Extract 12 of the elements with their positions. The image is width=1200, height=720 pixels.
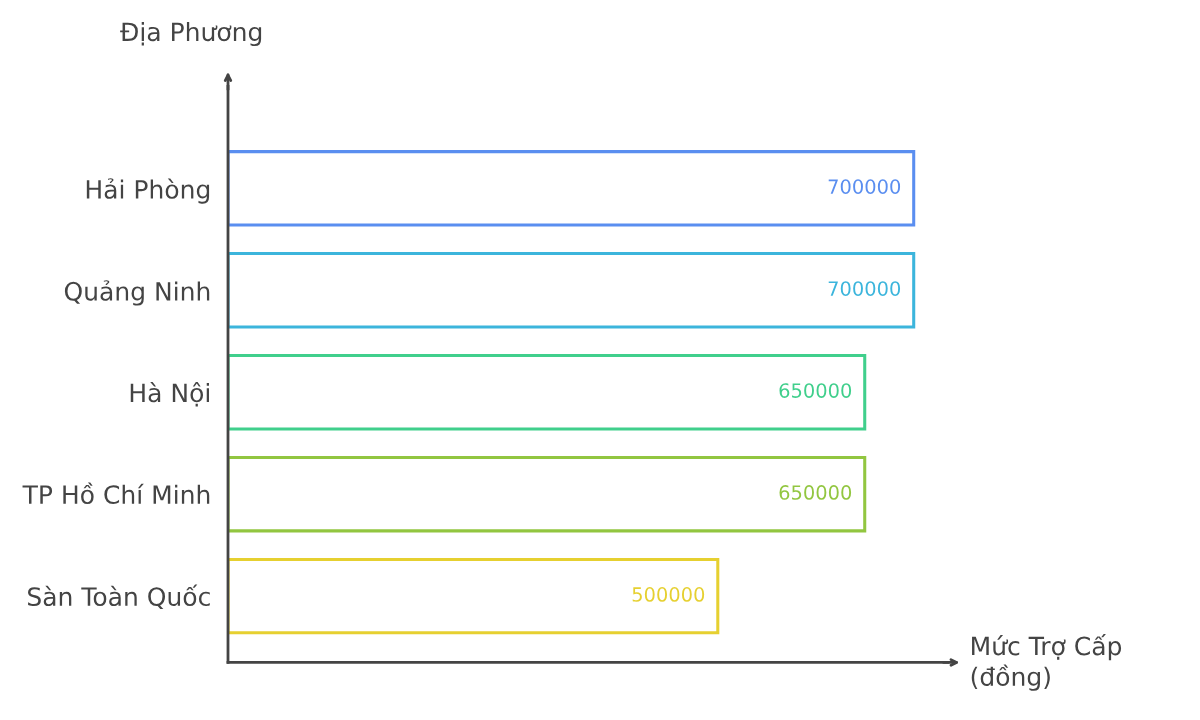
data-label: 650000: [779, 383, 852, 398]
y-tick-label: TP Hồ Chí Minh: [22, 482, 210, 505]
x-axis-title: Mức Trợ Cấp (đồng): [971, 633, 1122, 691]
y-tick-label: Sàn Toàn Quốc: [28, 584, 210, 609]
y-tick-label: Hà Nội: [130, 381, 209, 407]
data-label: 700000: [828, 179, 901, 194]
y-tick-label: Quảng Ninh: [64, 280, 210, 306]
data-label: 700000: [828, 281, 901, 296]
y-tick-label: Hải Phòng: [86, 178, 210, 204]
data-label: 650000: [779, 485, 852, 500]
y-axis-title: Địa Phương: [120, 21, 262, 47]
data-label: 500000: [632, 587, 705, 602]
